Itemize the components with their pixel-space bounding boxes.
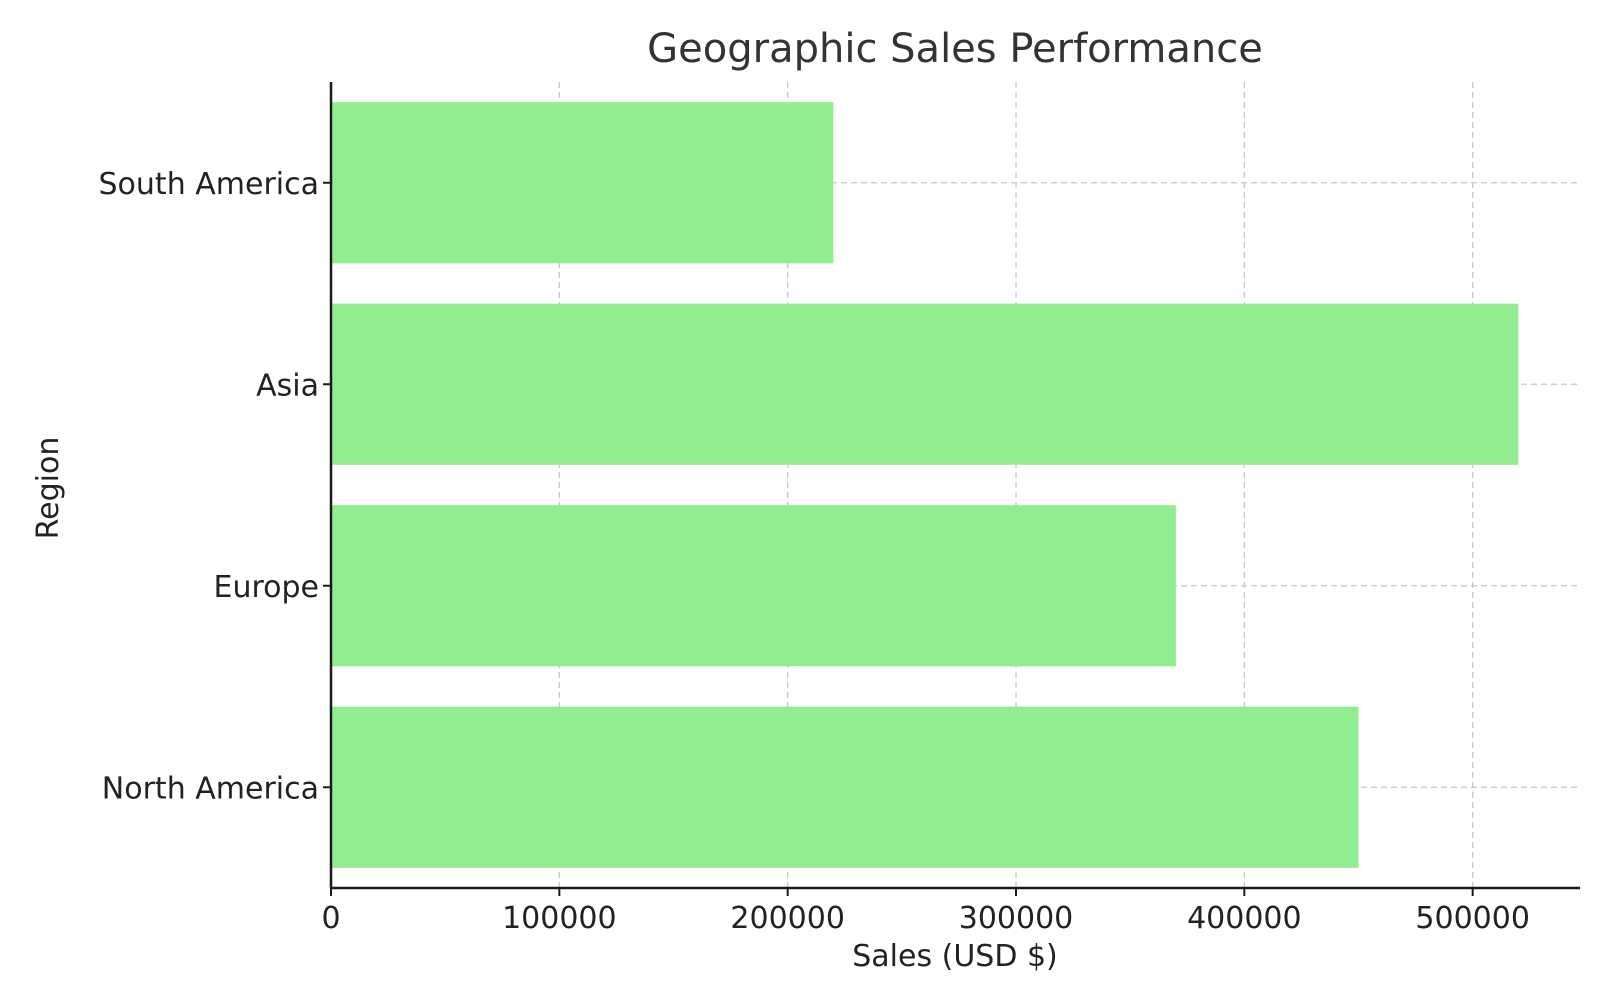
bars-layer [331,102,1519,868]
bar-europe [331,505,1176,667]
y-tick-label: Europe [214,570,320,605]
x-tick-label: 0 [321,901,340,936]
x-tick-label: 100000 [502,901,617,936]
y-tick-label: South America [99,167,319,202]
chart-title: Geographic Sales Performance [647,26,1263,72]
bar-north-america [331,706,1359,868]
y-tick-label: Asia [256,368,319,403]
x-tick-label: 200000 [730,901,845,936]
axes-layer [323,82,1580,896]
x-tick-label: 400000 [1187,901,1302,936]
bar-asia [331,303,1519,465]
x-tick-label: 300000 [959,901,1074,936]
labels-layer: 0 100000 200000 300000 400000 500000 North Ame… [99,167,1530,936]
x-axis-label: Sales (USD $) [852,939,1058,974]
y-tick-label: North America [102,771,319,806]
x-tick-label: 500000 [1415,901,1530,936]
y-axis-label: Region [31,437,66,540]
bar-south-america [331,102,834,264]
